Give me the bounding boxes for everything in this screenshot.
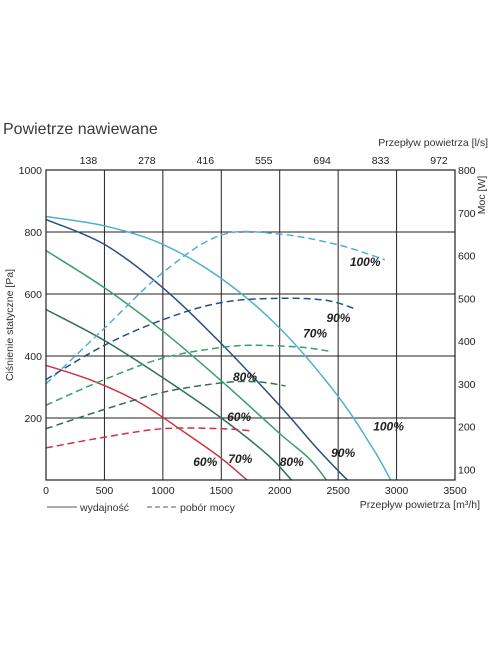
x-tick-label-0: 0: [43, 485, 49, 497]
annotation-6: 90%: [331, 446, 355, 460]
chart-annotations: 100%90%70%80%60%100%90%80%70%60%: [193, 255, 404, 469]
series-power-60pct-line: [45, 427, 251, 449]
legend-dashed-label: pobór mocy: [180, 502, 236, 514]
plot-frame: [45, 169, 456, 481]
chart-ticks: 0 500 1000 1500 2000 2500 3000 3500 200 400 600 800…: [19, 155, 476, 497]
x-axis-label: Przepływ powietrza [m³/h]: [360, 499, 480, 511]
y2-axis-label: Moc [W]: [476, 176, 488, 215]
y2-tick-label-7: 800: [458, 165, 476, 177]
series-power-100pct-line: [45, 230, 386, 385]
x2-tick-label-6: 972: [430, 155, 448, 167]
chart-grid: [46, 170, 455, 480]
y-tick-label-4: 1000: [19, 165, 43, 177]
series-pressure-100pct-line: [45, 215, 392, 481]
y-tick-label-3: 800: [24, 227, 42, 239]
x-tick-label-1: 500: [96, 485, 114, 497]
y-tick-label-1: 400: [24, 351, 42, 363]
y2-tick-label-6: 700: [458, 208, 476, 220]
x-tick-label-6: 3000: [385, 485, 409, 497]
y2-tick-label-0: 100: [458, 464, 476, 476]
y-axis-label: Ciśnienie statyczne [Pa]: [4, 269, 16, 381]
y2-tick-label-2: 300: [458, 379, 476, 391]
x2-tick-label-5: 833: [372, 155, 390, 167]
annotation-9: 60%: [193, 455, 217, 469]
series-pressure-90pct-line: [45, 218, 349, 481]
annotation-0: 100%: [350, 255, 381, 269]
annotation-5: 100%: [373, 419, 404, 433]
series-pressure-60pct-line: [45, 364, 248, 481]
x2-axis-label: Przepływ powietrza [l/s]: [378, 137, 488, 149]
x-tick-label-4: 2000: [268, 485, 292, 497]
x2-tick-label-0: 138: [80, 155, 98, 167]
annotation-3: 80%: [233, 370, 257, 384]
y2-tick-label-1: 200: [458, 422, 476, 434]
x-tick-label-3: 1500: [210, 485, 234, 497]
x2-tick-label-2: 416: [197, 155, 215, 167]
y-tick-label-2: 600: [24, 289, 42, 301]
series-power-70pct-line: [45, 344, 333, 406]
annotation-1: 90%: [326, 311, 350, 325]
series-pressure-80pct-line: [45, 249, 328, 481]
x-tick-label-7: 3500: [443, 485, 467, 497]
y-tick-label-0: 200: [24, 413, 42, 425]
legend-solid-label: wydajność: [79, 502, 129, 514]
x2-tick-label-1: 278: [138, 155, 156, 167]
annotation-8: 70%: [228, 452, 252, 466]
y2-tick-label-3: 400: [458, 336, 476, 348]
y2-tick-label-4: 500: [458, 293, 476, 305]
x2-tick-label-4: 694: [313, 155, 331, 167]
x-tick-label-2: 1000: [151, 485, 175, 497]
legend: wydajność pobór mocy: [47, 502, 236, 514]
series-power-80pct-line: [45, 380, 286, 430]
y2-tick-label-5: 600: [458, 251, 476, 263]
x-tick-label-5: 2500: [326, 485, 350, 497]
chart-title: Powietrze nawiewane: [3, 121, 158, 138]
annotation-2: 70%: [303, 326, 327, 340]
series-power-90pct-line: [45, 297, 356, 381]
x2-tick-label-3: 555: [255, 155, 273, 167]
chart-curves: [45, 215, 392, 481]
annotation-7: 80%: [280, 455, 304, 469]
annotation-4: 60%: [227, 410, 251, 424]
